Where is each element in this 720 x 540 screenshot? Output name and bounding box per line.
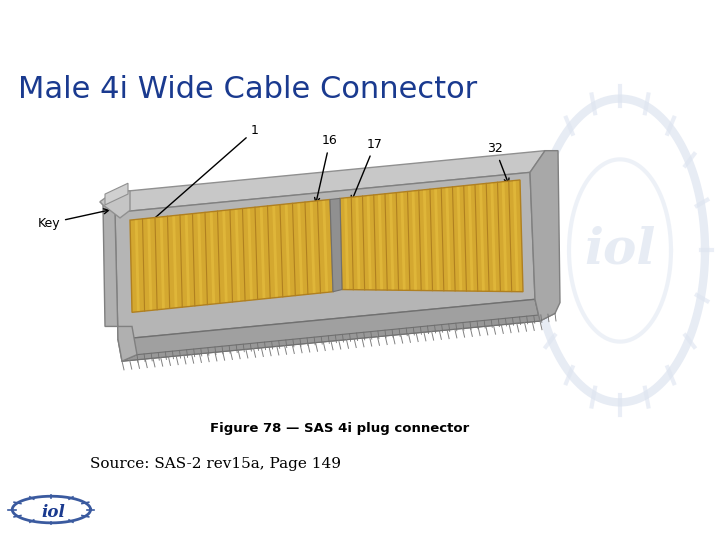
Polygon shape xyxy=(105,183,128,205)
Polygon shape xyxy=(330,198,342,292)
Polygon shape xyxy=(100,191,130,218)
Text: 16: 16 xyxy=(315,134,338,203)
Text: Figure 78 — SAS 4i plug connector: Figure 78 — SAS 4i plug connector xyxy=(210,422,469,435)
Text: SAS Use Cases: SAS Use Cases xyxy=(297,9,423,24)
Polygon shape xyxy=(115,151,545,213)
Text: 20: 20 xyxy=(348,511,372,529)
Polygon shape xyxy=(122,313,555,361)
Polygon shape xyxy=(100,201,137,361)
Polygon shape xyxy=(530,151,560,321)
Polygon shape xyxy=(340,180,523,292)
Polygon shape xyxy=(115,172,535,340)
Polygon shape xyxy=(118,299,540,361)
Text: iol: iol xyxy=(42,504,66,521)
Text: 32: 32 xyxy=(487,142,509,184)
Text: Source: SAS-2 rev15a, Page 149: Source: SAS-2 rev15a, Page 149 xyxy=(90,457,341,471)
Text: 1: 1 xyxy=(148,124,259,224)
Text: 17: 17 xyxy=(351,138,383,201)
Text: Male 4i Wide Cable Connector: Male 4i Wide Cable Connector xyxy=(18,75,477,104)
Text: Key: Key xyxy=(37,209,109,230)
Text: iol: iol xyxy=(585,226,656,275)
Polygon shape xyxy=(130,199,333,312)
